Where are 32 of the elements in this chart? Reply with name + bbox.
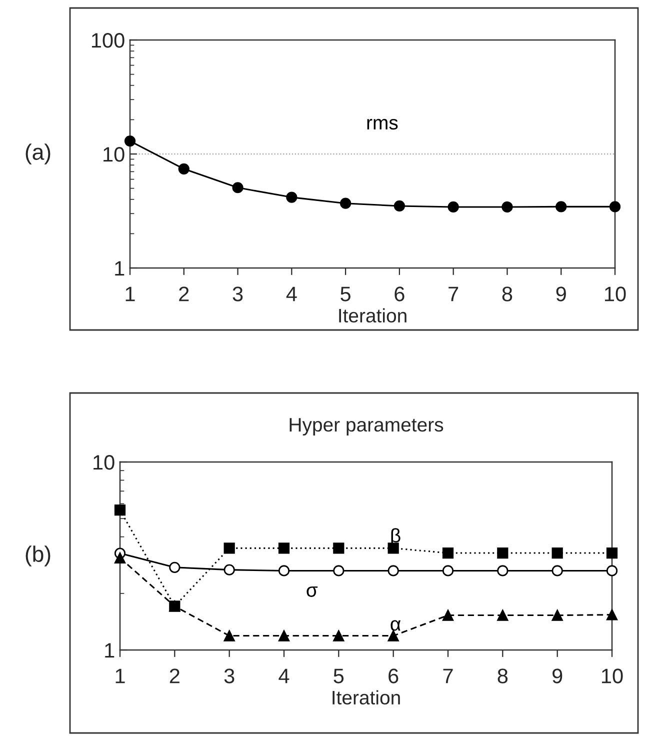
x-tick-label: 4: [278, 668, 290, 684]
x-axis-title: Iteration: [339, 308, 406, 323]
x-tick-label: 7: [448, 286, 458, 302]
y-tick-label: 100: [92, 33, 124, 48]
x-tick-label: 2: [170, 668, 180, 684]
x-tick-label: 6: [388, 668, 398, 684]
x-tick-label: 7: [443, 668, 453, 684]
x-tick-label: 3: [224, 668, 234, 684]
x-tick-label: 5: [340, 286, 350, 302]
text: rms: [367, 118, 398, 130]
x-axis-title: Iteration: [332, 690, 400, 705]
x-tick-label: 8: [502, 286, 512, 302]
x-tick-label: 6: [394, 286, 404, 302]
series-label: α: [390, 620, 401, 631]
y-tick-label: 1: [115, 261, 124, 276]
x-tick-label: 10: [602, 668, 623, 684]
x-tick-label: 9: [552, 668, 562, 684]
y-tick-label: 10: [94, 455, 114, 470]
y-tick-label: 1: [105, 643, 114, 658]
chart-title: Hyper parameters: [290, 418, 444, 436]
series-label: σ: [306, 586, 318, 597]
x-tick-label: 4: [286, 286, 297, 302]
x-tick-label: 3: [232, 286, 243, 302]
y-tick-label: 10: [104, 147, 124, 162]
text: (b): [26, 546, 50, 566]
x-tick-label: 9: [556, 286, 566, 302]
text: (a): [26, 144, 50, 164]
x-tick-label: 2: [179, 286, 189, 302]
x-tick-label: 5: [334, 668, 344, 684]
x-tick-label: 8: [498, 668, 508, 684]
x-tick-label: 1: [126, 286, 135, 302]
x-tick-label: 10: [605, 286, 626, 302]
